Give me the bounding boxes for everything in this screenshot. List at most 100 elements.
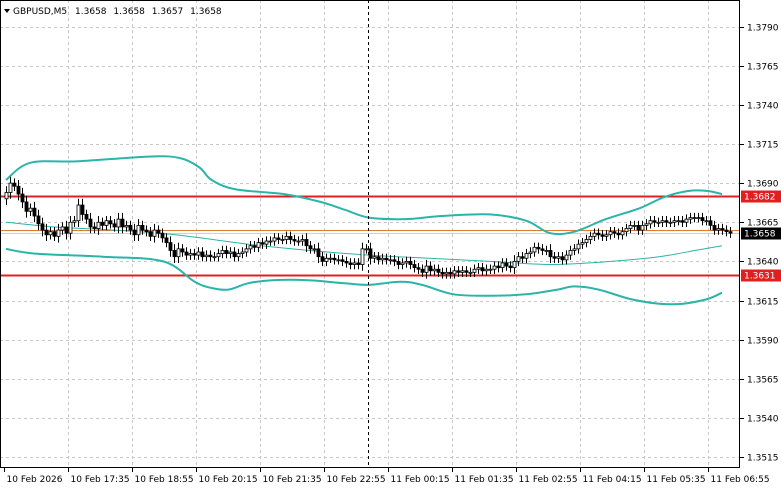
x-tick-label: 11 Feb 00:15 — [391, 475, 450, 485]
candle — [268, 236, 273, 246]
candle — [652, 216, 657, 227]
lower-band-line[interactable] — [5, 247, 723, 306]
candle — [360, 242, 365, 271]
candle — [80, 198, 85, 221]
x-tick-label: 11 Feb 05:35 — [647, 475, 706, 485]
candle — [224, 245, 229, 259]
candle — [284, 231, 289, 245]
candle — [520, 252, 525, 263]
y-tick-label: 1.3665 — [747, 219, 779, 229]
candle — [120, 212, 125, 234]
x-tick-label: 11 Feb 04:15 — [583, 475, 642, 485]
candle — [176, 242, 181, 263]
bollinger-bands — [5, 155, 723, 306]
candle — [28, 203, 33, 216]
candle — [704, 216, 709, 226]
candle — [584, 234, 589, 248]
candle — [36, 209, 41, 231]
candle — [60, 222, 65, 235]
candle — [160, 228, 165, 243]
candle — [308, 241, 313, 254]
upper-band-line[interactable] — [5, 155, 723, 236]
x-tick-label: 10 Feb 21:35 — [263, 475, 322, 485]
y-tick-label: 1.3565 — [747, 376, 779, 386]
x-tick-label: 10 Feb 22:55 — [327, 475, 386, 485]
candle — [156, 225, 161, 238]
candle — [628, 220, 633, 234]
y-tick-label: 1.3640 — [747, 258, 779, 268]
price-level-tag-text: 1.3682 — [744, 193, 776, 203]
candle — [92, 222, 97, 234]
price-level-tag — [741, 190, 781, 203]
candle — [648, 216, 653, 229]
candle — [600, 230, 605, 242]
candle — [680, 216, 685, 227]
candle — [252, 241, 257, 252]
price-level-tag-text: 1.3631 — [744, 272, 776, 282]
candle — [256, 237, 261, 252]
close-value: 1.3658 — [190, 7, 222, 17]
candle — [556, 252, 561, 263]
candle — [24, 195, 29, 218]
y-tick-label: 1.3765 — [747, 63, 779, 73]
candle — [4, 186, 9, 206]
candle — [84, 209, 89, 224]
candle — [180, 244, 185, 257]
candle — [236, 248, 241, 262]
candle — [248, 241, 253, 254]
candle — [728, 226, 733, 238]
candle — [312, 244, 317, 254]
candle — [400, 258, 405, 270]
chart-header: GBPUSD,M5 1.3658 1.3658 1.3657 1.3658 — [4, 7, 222, 17]
candle — [608, 226, 613, 240]
candle — [300, 234, 305, 246]
candle — [88, 212, 93, 234]
price-axis[interactable]: 1.37901.37651.37401.37151.36901.36651.36… — [740, 24, 779, 464]
candle — [564, 250, 569, 265]
candle — [464, 266, 469, 278]
candle — [348, 258, 353, 270]
candle — [8, 176, 13, 199]
candle — [12, 178, 17, 191]
candle — [316, 242, 321, 263]
candle — [612, 226, 617, 238]
candle — [528, 247, 533, 259]
candle — [148, 226, 153, 242]
candle — [44, 223, 49, 242]
candle — [128, 220, 133, 235]
candle — [692, 212, 697, 223]
candle — [68, 216, 73, 240]
candle — [460, 266, 465, 278]
candle — [240, 247, 245, 259]
candle — [152, 223, 157, 243]
candle — [344, 256, 349, 268]
middle-band-line[interactable] — [5, 221, 723, 266]
candle — [524, 248, 529, 263]
y-tick-label: 1.3540 — [747, 415, 779, 425]
candle — [636, 220, 641, 235]
candle — [660, 216, 665, 227]
candle — [304, 233, 309, 252]
candle — [376, 252, 381, 265]
candle — [260, 237, 265, 249]
candle — [76, 198, 81, 227]
candle — [404, 256, 409, 268]
candle — [296, 236, 301, 246]
candle — [552, 252, 557, 263]
candle — [468, 267, 473, 278]
symbol-label: GBPUSD,M5 — [13, 7, 67, 17]
candle — [716, 223, 721, 235]
candle — [72, 216, 77, 227]
candle — [116, 212, 121, 234]
time-axis[interactable]: 10 Feb 2026 10 Feb 17:35 10 Feb 18:55 10 Fe… — [4, 468, 770, 485]
candle — [32, 201, 37, 223]
y-tick-label: 1.3690 — [747, 180, 779, 190]
dropdown-arrow-icon[interactable] — [4, 9, 10, 13]
candle — [568, 245, 573, 260]
low-value: 1.3657 — [152, 7, 184, 17]
candle — [484, 264, 489, 276]
candle — [220, 245, 225, 259]
candle — [508, 261, 513, 273]
